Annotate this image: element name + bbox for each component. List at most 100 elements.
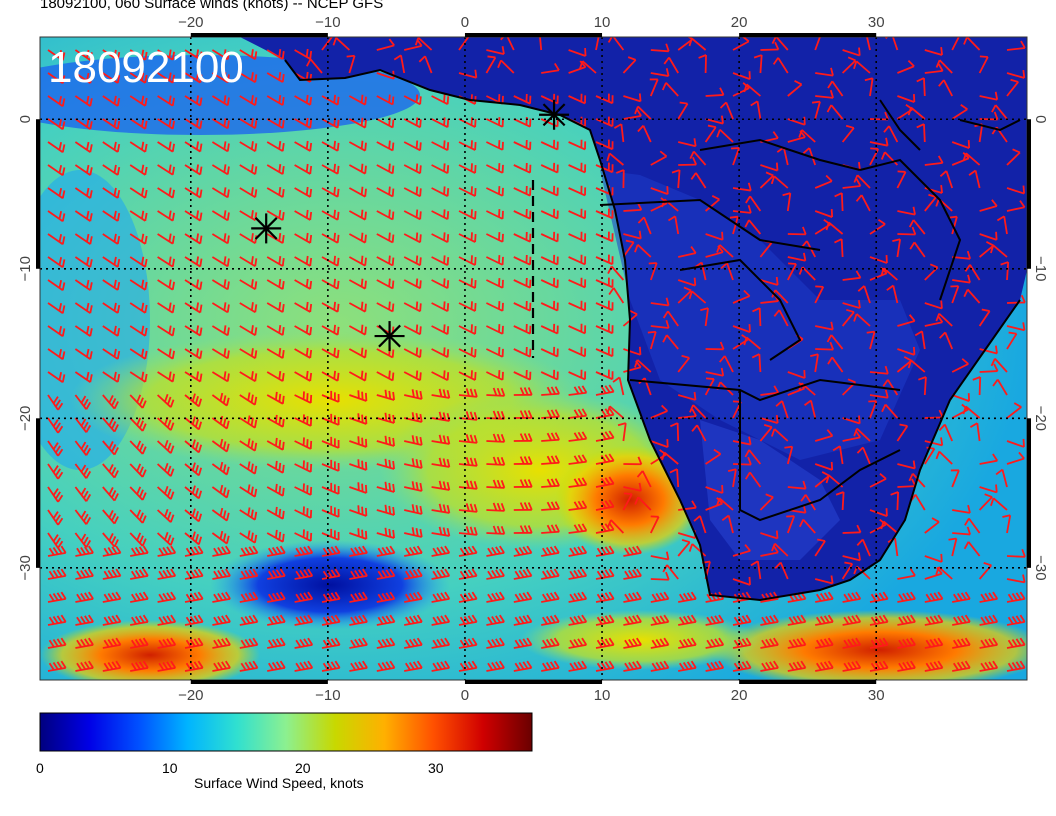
wind-barb: [540, 231, 559, 243]
wind-barb: [102, 187, 121, 199]
wind-barb: [568, 300, 587, 312]
wind-barb: [431, 209, 450, 220]
wind-barb: [458, 186, 477, 197]
wind-barb: [568, 277, 587, 289]
wind-barb: [486, 209, 504, 220]
wind-barb: [294, 255, 313, 267]
wind-barb: [677, 277, 697, 287]
wind-barb: [990, 358, 1008, 373]
wind-barb: [403, 278, 422, 290]
wind-barb: [513, 277, 532, 289]
wind-barb: [349, 545, 368, 557]
wind-barb: [239, 256, 258, 268]
wind-barb: [431, 480, 451, 491]
wind-barb: [239, 72, 258, 84]
wind-barb: [938, 423, 954, 442]
wind-barb: [541, 591, 560, 603]
wind-barb: [623, 568, 642, 580]
wind-barb: [784, 445, 794, 465]
wind-barb: [294, 140, 313, 152]
wind-barb: [771, 542, 789, 557]
wind-barb: [348, 140, 367, 152]
top-lon-label: 30: [868, 14, 885, 31]
wind-barb: [513, 433, 533, 442]
wind-barb: [75, 591, 94, 603]
wind-barb: [184, 416, 203, 431]
wind-barb: [595, 254, 614, 266]
wind-barb: [759, 423, 773, 442]
wind-barb: [678, 660, 697, 672]
wind-barb: [864, 77, 874, 97]
wind-barb: [47, 49, 66, 62]
wind-barb: [266, 483, 285, 497]
wind-barb: [431, 140, 450, 151]
wind-barb: [294, 637, 314, 649]
wind-barb: [184, 233, 203, 245]
wind-barb: [513, 479, 533, 488]
wind-barb: [74, 118, 93, 130]
wind-barb: [102, 463, 119, 479]
wind-barb: [349, 614, 368, 626]
wind-barb: [458, 69, 478, 79]
wind-barb: [908, 219, 926, 235]
wind-barb: [995, 468, 1008, 488]
frame-tick: [1027, 119, 1031, 269]
wind-barb: [842, 637, 862, 649]
wind-barb: [321, 37, 334, 51]
wind-barb: [294, 414, 313, 427]
wind-barb: [897, 660, 916, 672]
wind-barb: [431, 411, 451, 422]
wind-barb: [978, 493, 993, 511]
wind-barb: [348, 278, 367, 290]
wind-barb: [513, 545, 533, 557]
wind-barb: [129, 164, 148, 176]
wind-barb: [376, 232, 395, 244]
wind-barb: [431, 660, 451, 672]
wind-barb: [266, 72, 285, 83]
wind-barb: [376, 140, 395, 152]
wind-barb: [266, 371, 285, 382]
wind-barb: [102, 210, 121, 222]
wind-barb: [827, 356, 844, 373]
wind-barb: [102, 95, 121, 107]
wind-barb: [102, 118, 121, 130]
wind-barb: [759, 493, 774, 511]
wind-barb: [294, 614, 314, 626]
wind-barb: [486, 456, 506, 466]
wind-barb: [952, 526, 971, 536]
wind-barb: [886, 284, 899, 304]
wind-barb: [513, 387, 533, 396]
wind-barb: [348, 186, 367, 198]
wind-barb: [607, 265, 625, 281]
colorbar-tick: 0: [36, 760, 44, 776]
wind-barb: [130, 660, 149, 672]
wind-barb: [732, 289, 751, 304]
wind-barb: [404, 435, 423, 446]
wind-barb: [486, 347, 504, 358]
wind-barb: [306, 58, 323, 74]
wind-barb: [732, 614, 752, 626]
wind-barb: [705, 660, 725, 672]
wind-barb: [729, 215, 739, 235]
wind-barb: [102, 49, 121, 61]
wind-barb: [403, 163, 422, 175]
wind-barb: [47, 568, 67, 580]
wind-barb: [1006, 591, 1026, 603]
wind-barb: [184, 393, 203, 408]
top-lon-labels: −20 −10 0 10 20 30: [178, 14, 884, 31]
wind-barb: [678, 614, 697, 626]
wind-barb: [458, 434, 478, 444]
wind-barb: [211, 392, 230, 407]
wind-barb: [595, 614, 615, 626]
wind-barb: [184, 49, 203, 61]
wind-barb: [541, 524, 560, 534]
wind-barb: [513, 116, 532, 128]
wind-barb: [157, 660, 177, 672]
wind-barb: [705, 341, 725, 351]
wind-barb: [650, 43, 670, 53]
wind-barb: [348, 347, 367, 359]
wind-barb: [404, 481, 423, 492]
map-stamp: 18092100: [48, 43, 244, 92]
wind-barb: [705, 367, 725, 377]
wind-barb: [102, 532, 119, 548]
